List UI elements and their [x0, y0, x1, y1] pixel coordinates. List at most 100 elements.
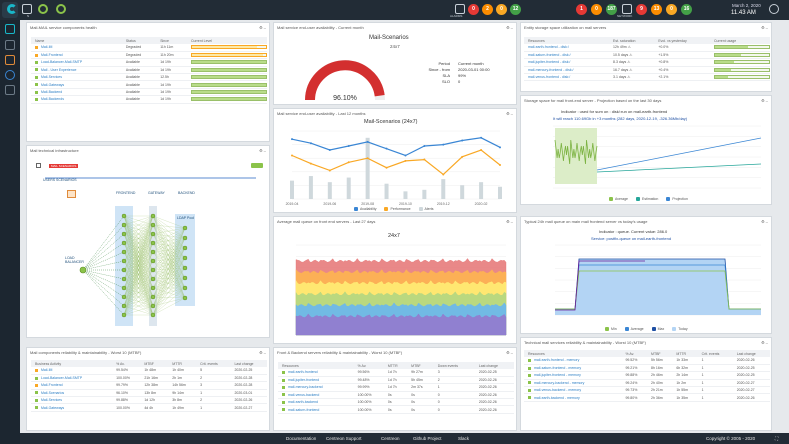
column-header[interactable]: Crit. events [196, 360, 231, 367]
column-header[interactable]: Evol. vs yesterday [654, 37, 710, 44]
panel-menu-icon[interactable]: ⚙ – [761, 98, 768, 103]
row-name[interactable]: mail-mercury-frontend - disk:/ [524, 66, 610, 75]
panel-menu-icon[interactable]: ⚙ – [506, 111, 513, 116]
table-row[interactable]: Load-Balancer-Mail-SMTP Available 1d 19h [31, 58, 267, 67]
legend-item[interactable]: Alerts [418, 207, 433, 212]
row-name[interactable]: mail-venus-backend [288, 392, 320, 397]
row-name[interactable]: mail-saturn-frontend - memory [524, 364, 622, 373]
row-name-cell[interactable]: Mail-IM [31, 44, 122, 52]
column-header[interactable]: Current Level [187, 37, 267, 44]
row-name[interactable]: Mail-Frontend [41, 53, 63, 58]
table-row[interactable]: Mail-Frontend 99.79% 12h 38m 14h 56m 3 2020-0… [31, 381, 267, 390]
table-row[interactable]: Mail-Backends Available 1d 19h [31, 95, 267, 104]
column-header[interactable]: MTBF [140, 360, 169, 367]
row-name-cell[interactable]: Mail-Backends [31, 95, 122, 104]
footer-link-slack[interactable]: Slack [458, 436, 470, 441]
table-row[interactable]: mail-earth-frontend - memory 99.52% 5h 56m… [524, 357, 770, 365]
row-name[interactable]: Load-Balancer-Mail-SMTP [41, 376, 83, 381]
fullscreen-icon[interactable]: ⛶ [775, 436, 779, 441]
table-row[interactable]: mail-earth-backend - memory 99.80% 2h 36m 1… [524, 393, 770, 402]
legend-item[interactable]: Availability [354, 207, 376, 212]
row-name[interactable]: mail-mercury-backend [288, 385, 323, 390]
row-name[interactable]: Mail-Gateways [41, 405, 65, 410]
row-name[interactable]: Mail - User Experience [41, 67, 77, 72]
status-badge[interactable]: 1 [576, 4, 587, 15]
row-name[interactable]: Mail-Services [41, 398, 63, 403]
footer-link-support[interactable]: Centreon Support [326, 436, 362, 441]
reporting-icon[interactable] [5, 55, 15, 65]
column-header[interactable]: % Av. [621, 350, 648, 357]
row-name[interactable]: Mail-Scenarios [41, 390, 65, 395]
row-name[interactable]: Load-Balancer-Mail-SMTP [41, 60, 83, 65]
row-name[interactable]: mail-venus-backend - memory [534, 388, 582, 393]
table-row[interactable]: Mail-Gateways 100.00% 4d 4h 1h 49m 1 2020-02-… [31, 403, 267, 412]
legend-item[interactable]: Estimation [635, 197, 658, 202]
row-name[interactable]: mail-saturn-frontend - memory [534, 366, 582, 371]
row-name[interactable]: Mail-Services [31, 396, 113, 405]
row-name[interactable]: mail-mercury-backend [278, 383, 354, 392]
table-row[interactable]: mail-earth-frontend - disk:/12h 49m ⚠ +0.… [524, 44, 770, 52]
row-name[interactable]: mail-mercury-backend - memory [524, 379, 622, 388]
column-header[interactable]: MTTR [168, 360, 197, 367]
row-name-cell[interactable]: Mail-Backend [31, 88, 122, 97]
row-name[interactable]: mail-venus-frontend - disk:/ [524, 73, 610, 82]
user-avatar[interactable] [769, 4, 779, 14]
footer-link-centreon[interactable]: Centreon [381, 436, 400, 441]
row-name[interactable]: mail-earth-frontend [288, 370, 318, 375]
row-name[interactable]: Mail-Gateways [31, 403, 113, 412]
table-row[interactable]: Mail - User Experience Available 1d 19h [31, 66, 267, 75]
column-header[interactable]: Est. saturation [609, 37, 655, 44]
table-row[interactable]: Mail-Frontend Degraded 11h 20m [31, 51, 267, 60]
table-row[interactable]: mail-venus-backend 100.00% 0s 0s 0 2020-02-26 [278, 391, 514, 400]
alarms-icon[interactable] [455, 4, 465, 14]
panel-menu-icon[interactable]: ⚙ – [259, 350, 266, 355]
row-name[interactable]: mail-earth-frontend - memory [534, 358, 580, 363]
row-name[interactable]: mail-saturn-frontend [278, 405, 354, 414]
row-name[interactable]: mail-earth-backend - memory [534, 395, 580, 400]
panel-menu-icon[interactable]: ⚙ – [761, 340, 768, 345]
panel-menu-icon[interactable]: ⚙ – [506, 219, 513, 224]
table-row[interactable]: mail-venus-backend - memory 99.73% 2h 21m 1… [524, 386, 770, 395]
column-header[interactable]: MTBF [647, 350, 673, 357]
row-name[interactable]: Mail-IM [41, 45, 53, 50]
column-header[interactable]: Resources [524, 350, 622, 357]
table-row[interactable]: Mail-Services Available 12.5h [31, 73, 267, 82]
column-header[interactable]: Name [31, 37, 122, 44]
table-row[interactable]: mail-saturn-frontend - memory 99.21% 8h 16… [524, 364, 770, 373]
column-header[interactable]: MTTR [383, 362, 408, 369]
status-badge[interactable]: 13 [651, 4, 662, 15]
column-header[interactable]: Status [121, 37, 157, 44]
home-icon[interactable] [36, 163, 41, 168]
table-row[interactable]: mail-jupiter-frontend 99.48% 1d 7h 5h 45m 2 2… [278, 376, 514, 385]
table-row[interactable]: mail-jupiter-frontend - memory 99.88% 2h 4… [524, 371, 770, 380]
row-name[interactable]: Mail-Gateways [41, 82, 65, 87]
column-header[interactable]: % Av. [353, 362, 384, 369]
table-row[interactable]: mail-earth-frontend 99.56% 1d 7h 9h 27m 3 202… [278, 369, 514, 377]
row-name[interactable]: mail-mercury-backend - memory [534, 380, 585, 385]
column-header[interactable]: Business Activity [31, 360, 113, 367]
table-row[interactable]: mail-mercury-backend 99.99% 1d 7h 2m 37s 1 20… [278, 383, 514, 392]
table-row[interactable]: Mail-IM 99.54% 1h 48m 1h 40m 5 2020-02-25 [31, 367, 267, 375]
column-header[interactable]: Since [156, 37, 187, 44]
table-row[interactable]: mail-mercury-frontend - disk:/16.7 days … [524, 66, 770, 75]
legend-item[interactable]: Projection [666, 197, 688, 202]
status-badge[interactable]: 0 [666, 4, 677, 15]
status-badge[interactable]: 12 [510, 4, 521, 15]
table-row[interactable]: Mail-Scenarios 96.10% 13h 8m 9h 14m 1 2020-03… [31, 389, 267, 398]
column-header[interactable]: MTTR [672, 350, 698, 357]
panel-menu-icon[interactable]: ⚙ – [259, 148, 266, 153]
row-name[interactable]: mail-venus-backend [278, 391, 354, 400]
row-name-cell[interactable]: Mail-Services [31, 73, 122, 82]
row-name[interactable]: mail-earth-frontend [278, 369, 354, 377]
logo[interactable] [2, 2, 18, 18]
network-icon[interactable] [622, 4, 632, 14]
table-row[interactable]: Mail-IM Degraded 11h 11m [31, 44, 267, 52]
footer-link-github[interactable]: Github Project [413, 436, 442, 441]
user-icon[interactable] [22, 4, 32, 14]
administration-icon[interactable] [5, 85, 15, 95]
column-header[interactable]: Last change [732, 350, 770, 357]
footer-link-documentation[interactable]: Documentation [286, 436, 317, 441]
row-name[interactable]: Mail-Services [41, 75, 63, 80]
row-name[interactable]: Mail-IM [31, 367, 113, 375]
column-header[interactable]: Down events [433, 362, 475, 369]
